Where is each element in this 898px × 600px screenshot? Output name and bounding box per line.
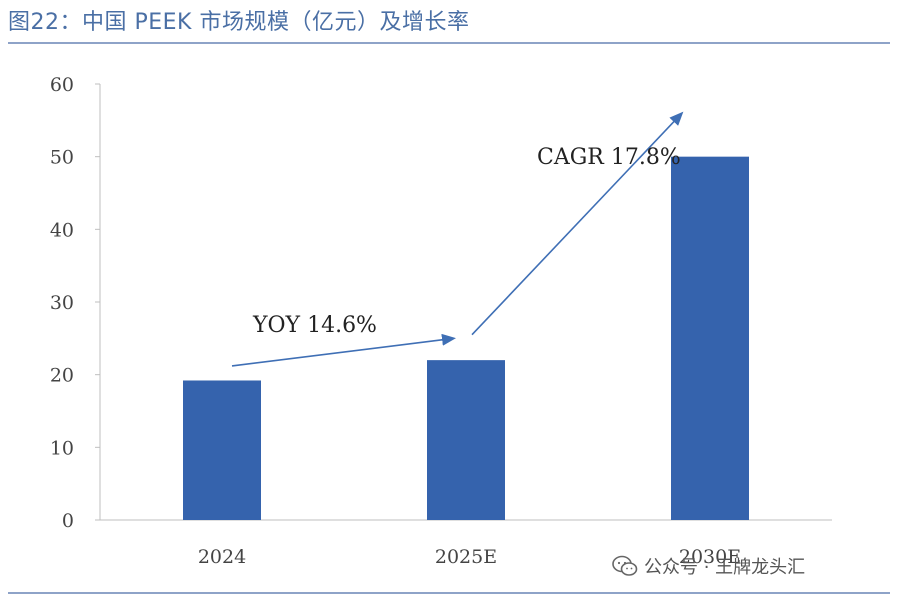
annotation-arrow (231, 333, 456, 367)
y-axis: 0 10 20 30 40 50 60 (50, 74, 101, 532)
source-watermark: 公众号 · 王牌龙头汇 (612, 553, 805, 579)
bottom-divider (8, 592, 890, 594)
x-tick-label: 2025E (435, 546, 497, 568)
y-tick-label: 30 (50, 292, 74, 314)
annotation-label: YOY 14.6% (252, 313, 377, 338)
y-tick-label: 10 (50, 437, 74, 459)
y-tick-label: 40 (50, 219, 74, 241)
wechat-icon (612, 555, 638, 576)
y-tick-label: 60 (50, 74, 74, 96)
x-tick-label: 2024 (198, 546, 246, 568)
annotation-label: CAGR 17.8% (537, 145, 681, 170)
bars (183, 156, 749, 520)
figure-title: 图22：中国 PEEK 市场规模（亿元）及增长率 (8, 10, 470, 35)
y-tick-label: 20 (50, 365, 74, 387)
y-tick-label: 0 (62, 510, 74, 532)
source-text: 公众号 · 王牌龙头汇 (644, 557, 806, 578)
title-divider (8, 42, 890, 44)
y-tick-label: 50 (50, 147, 74, 169)
bar-2025e (427, 360, 505, 520)
bar-2024 (183, 380, 261, 520)
bar-2030e (671, 156, 749, 520)
annotations: YOY 14.6% CAGR 17.8% (231, 111, 684, 367)
x-tick-label: 2030E (679, 546, 741, 568)
annotation-arrow (471, 111, 684, 336)
